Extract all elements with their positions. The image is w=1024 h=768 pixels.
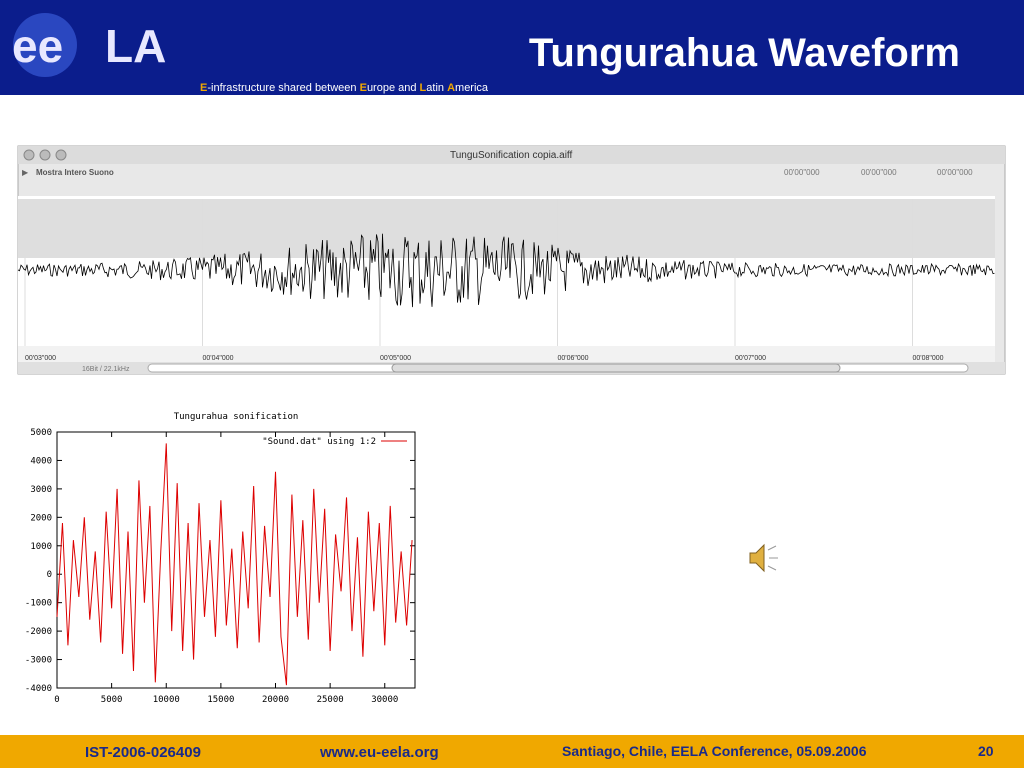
y-tick-label: 1000 bbox=[30, 542, 52, 552]
subtitle-part: merica bbox=[455, 82, 489, 94]
time-field: 00'00"000 bbox=[937, 168, 973, 177]
chart-title: Tungurahua sonification bbox=[174, 412, 299, 422]
y-tick-label: 5000 bbox=[30, 428, 52, 438]
scroll-thumb[interactable] bbox=[391, 363, 841, 373]
zoom-button[interactable] bbox=[55, 149, 67, 161]
time-label: 00'03"000 bbox=[25, 355, 56, 362]
y-tick-label: -3000 bbox=[25, 656, 52, 666]
footer-url[interactable]: www.eu-eela.org bbox=[319, 744, 439, 761]
toolbar-label[interactable]: Mostra Intero Suono bbox=[36, 168, 114, 177]
logo-left: ee bbox=[12, 20, 63, 72]
subtitle-part: -infrastructure shared between bbox=[207, 82, 359, 94]
time-label: 00'05"000 bbox=[380, 355, 411, 362]
speaker-waves bbox=[767, 545, 778, 571]
legend-label: "Sound.dat" using 1:2 bbox=[262, 437, 376, 447]
time-ruler bbox=[18, 346, 995, 362]
minimize-button[interactable] bbox=[39, 149, 51, 161]
subtitle: E-infrastructure shared between Europe a… bbox=[200, 82, 489, 94]
time-field: 00'00"000 bbox=[784, 168, 820, 177]
slide-title: Tungurahua Waveform bbox=[529, 31, 960, 75]
x-tick-label: 20000 bbox=[262, 695, 289, 705]
subtitle-part: L bbox=[420, 82, 427, 94]
subtitle-part: E bbox=[360, 82, 367, 94]
x-tick-label: 25000 bbox=[317, 695, 344, 705]
time-label: 00'04"000 bbox=[203, 355, 234, 362]
plot-frame bbox=[56, 431, 416, 689]
x-tick-label: 0 bbox=[54, 695, 59, 705]
window-title: TunguSonification copia.aiff bbox=[450, 150, 573, 161]
play-icon[interactable]: ▶ bbox=[22, 168, 29, 177]
title-bar bbox=[18, 146, 1005, 164]
y-tick-label: -2000 bbox=[25, 627, 52, 637]
time-label: 00'07"000 bbox=[735, 355, 766, 362]
x-tick-label: 10000 bbox=[153, 695, 180, 705]
y-tick-label: -1000 bbox=[25, 599, 52, 609]
speaker-icon[interactable] bbox=[749, 543, 778, 573]
x-tick-label: 30000 bbox=[371, 695, 398, 705]
footer-band bbox=[0, 735, 1024, 768]
logo-globe bbox=[13, 13, 77, 77]
x-tick-label: 5000 bbox=[101, 695, 123, 705]
close-button[interactable] bbox=[23, 149, 35, 161]
y-tick-label: -4000 bbox=[25, 684, 52, 694]
time-label: 00'08"000 bbox=[913, 355, 944, 362]
waveform bbox=[17, 233, 995, 308]
time-field: 00'00"000 bbox=[861, 168, 897, 177]
y-tick-label: 4000 bbox=[30, 456, 52, 466]
y-tick-label: 2000 bbox=[30, 513, 52, 523]
subtitle-part: atin bbox=[426, 82, 447, 94]
time-label: 00'06"000 bbox=[558, 355, 589, 362]
subtitle-part: E bbox=[200, 82, 207, 94]
subtitle-part: urope and bbox=[367, 82, 420, 94]
y-tick-label: 3000 bbox=[30, 485, 52, 495]
status-text: 16Bit / 22.1kHz bbox=[82, 366, 130, 373]
logo-right: LA bbox=[105, 20, 166, 72]
page-number: 20 bbox=[978, 743, 994, 759]
y-tick-label: 0 bbox=[47, 570, 52, 580]
header-band bbox=[0, 0, 1024, 95]
speaker-body bbox=[749, 543, 765, 573]
wave-band bbox=[18, 199, 995, 258]
footer-conference: Santiago, Chile, EELA Conference, 05.09.… bbox=[562, 743, 867, 759]
x-tick-label: 15000 bbox=[207, 695, 234, 705]
subtitle-part: A bbox=[447, 82, 455, 94]
footer-project: IST-2006-026409 bbox=[85, 744, 201, 761]
data-line bbox=[56, 443, 413, 686]
